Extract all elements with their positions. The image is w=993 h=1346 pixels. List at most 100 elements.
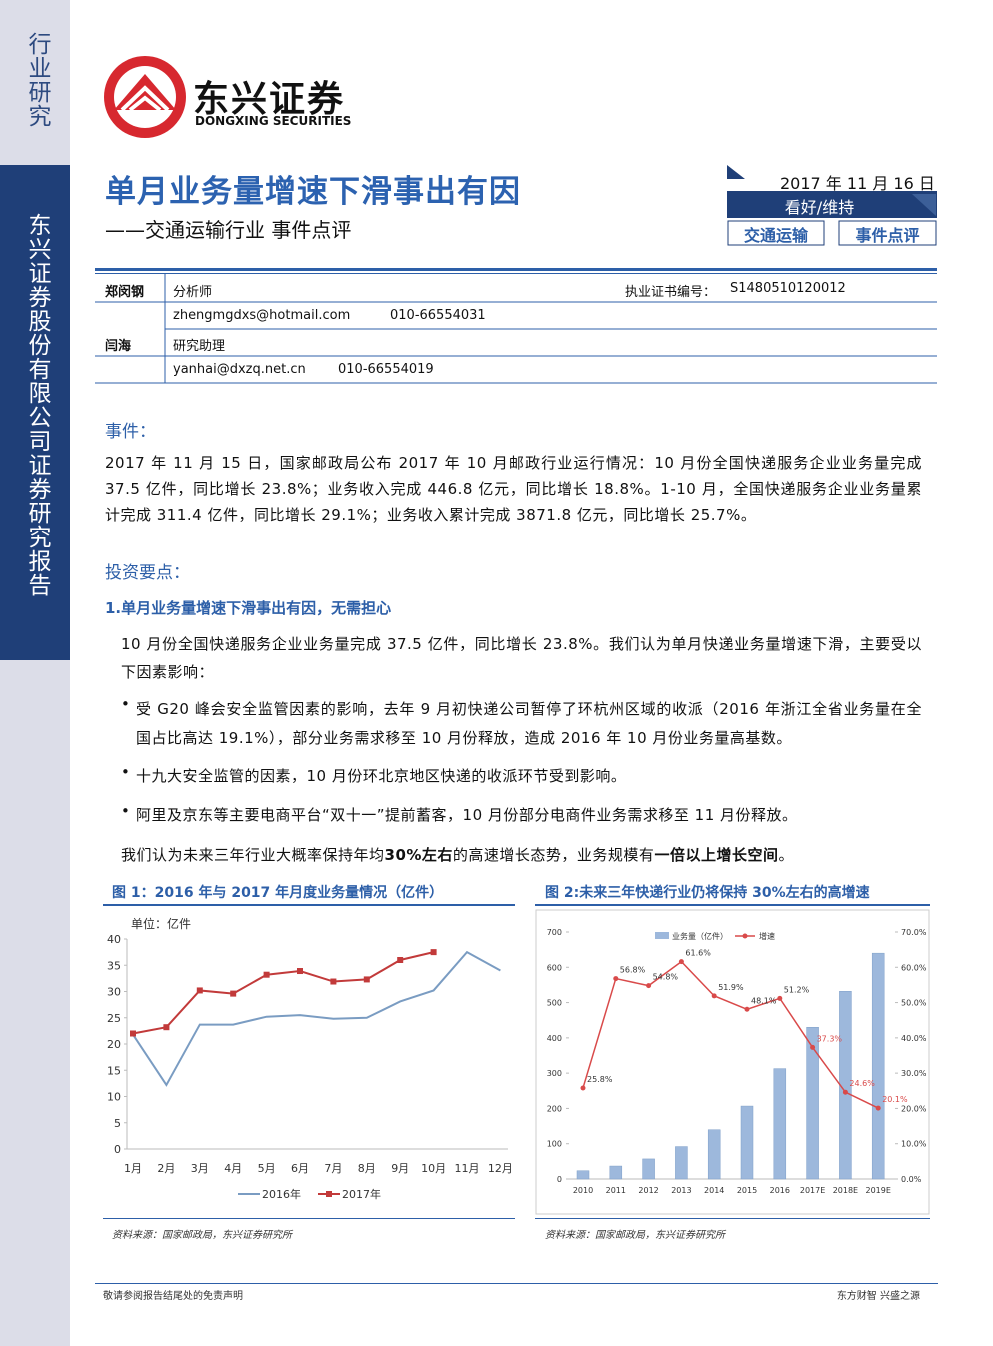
- point-marker: [330, 978, 337, 985]
- info-box: [727, 165, 937, 246]
- value-label: 20.1%: [882, 1095, 908, 1104]
- x-tick-label: 11月: [455, 1162, 480, 1175]
- x-tick-label: 2013: [671, 1186, 691, 1195]
- x-tick-label: 2019E: [865, 1186, 890, 1195]
- y-axis-label: 单位：亿件: [131, 916, 191, 931]
- value-label: 61.6%: [685, 949, 711, 958]
- x-tick-label: 2012: [638, 1186, 658, 1195]
- report-subtitle: ——交通运输行业 事件点评: [105, 218, 352, 242]
- y-tick-label: 100: [547, 1140, 562, 1149]
- x-tick-label: 5月: [258, 1162, 276, 1175]
- bar: [609, 1165, 623, 1180]
- value-label: 54.8%: [653, 973, 679, 982]
- x-tick-label: 1月: [124, 1162, 142, 1175]
- x-tick-label: 6月: [291, 1162, 309, 1175]
- sidebar-lower: [0, 660, 70, 1346]
- sidebar-middle: 东兴证券股份有限公司证券研究报告: [0, 165, 70, 660]
- y-tick-label: 400: [547, 1034, 562, 1043]
- footer-right: 东方财智 兴盛之源: [836, 1291, 920, 1302]
- analyst-email: yanhai@dxzq.net.cn: [173, 362, 306, 377]
- y-tick-label: 20: [107, 1038, 121, 1051]
- y-tick-label: 5: [114, 1117, 121, 1130]
- y2-tick-label: 40.0%: [901, 1034, 927, 1043]
- x-tick-label: 2月: [157, 1162, 175, 1175]
- y-tick-label: 35: [107, 959, 121, 972]
- section-heading: 投资要点：: [105, 563, 190, 583]
- x-tick-label: 2011: [606, 1186, 626, 1195]
- bar: [773, 1068, 787, 1180]
- x-tick-label: 2017E: [800, 1186, 825, 1195]
- y-tick-label: 10: [107, 1091, 121, 1104]
- bar: [642, 1158, 655, 1180]
- y-tick-label: 600: [547, 963, 562, 972]
- bullet: •: [121, 763, 130, 781]
- analyst-name: 闫海: [105, 339, 132, 354]
- legend-label: 2016年: [262, 1187, 301, 1201]
- footer-rule: [95, 1283, 938, 1284]
- emphasis: 一倍以上增长空间: [654, 846, 779, 864]
- y-tick-label: 500: [547, 999, 562, 1008]
- x-tick-label: 2015: [737, 1186, 757, 1195]
- y2-tick-label: 70.0%: [901, 928, 927, 937]
- value-label: 48.1%: [751, 996, 777, 1005]
- value-label: 37.3%: [817, 1034, 843, 1043]
- chart: 0 100 200 300 400 500 600 700 0.0% 10.0% 20.0% 30.0…: [535, 909, 930, 1215]
- point-title: 1.单月业务量增速下滑事出有因，无需担心: [105, 599, 392, 617]
- analyst-phone: 010-66554019: [338, 362, 434, 377]
- text: 我们认为未来三年行业大概率保持年均: [121, 846, 385, 864]
- legend-swatch: [655, 932, 669, 939]
- point-marker: [363, 976, 370, 983]
- point-marker: [580, 1085, 586, 1091]
- chart: 单位：亿件 0 5 10 15 20 25 30 35 40 1月 2月 3月 4月 5月 6月 7月 8月 9月 1…: [107, 916, 513, 1201]
- y2-tick-label: 20.0%: [901, 1104, 927, 1113]
- bullet-text: 十九大安全监管的因素，10 月份环北京地区快递的收派环节受到影响。: [136, 767, 627, 785]
- y-tick-label: 0: [557, 1175, 562, 1184]
- bar: [576, 1170, 590, 1180]
- caption-rule: [103, 904, 515, 906]
- text: 的高速增长态势，业务规模有: [452, 846, 655, 864]
- value-label: 56.8%: [620, 966, 646, 975]
- series-line: [132, 951, 434, 1035]
- point-marker: [230, 990, 237, 997]
- bullet-text: 受 G20 峰会安全监管因素的影响，去年 9 月初快递公司暂停了环杭州区域的收派…: [136, 700, 922, 747]
- y2-tick-label: 30.0%: [901, 1069, 927, 1078]
- bar: [707, 1129, 721, 1180]
- y-tick-label: 30: [107, 986, 121, 999]
- logo-name: 东兴证券: [193, 79, 346, 120]
- x-tick-label: 2016: [770, 1186, 790, 1195]
- value-label: 51.9%: [718, 983, 744, 992]
- bullet: •: [121, 695, 130, 713]
- source-rule: [103, 1218, 515, 1219]
- x-tick-label: 2010: [573, 1186, 593, 1195]
- report-title: 单月业务量增速下滑事出有因: [105, 174, 521, 210]
- footer-left: 敬请参阅报告结尾处的免责声明: [103, 1291, 243, 1302]
- analyst-phone: 010-66554031: [390, 308, 486, 323]
- figure-source: 资料来源：国家邮政局，东兴证券研究所: [112, 1230, 292, 1241]
- point-text: 10 月份全国快递服务企业业务量完成 37.5 亿件，同比增长 23.8%。我们…: [121, 635, 922, 681]
- x-tick-label: 4月: [224, 1162, 242, 1175]
- figure-caption: 图 1：2016 年与 2017 年月度业务量情况（亿件）: [112, 885, 444, 901]
- analyst-table: [95, 268, 937, 384]
- legend-marker: [742, 933, 748, 939]
- analyst-role: 分析师: [173, 285, 213, 300]
- sidebar-top-text: 行业研究: [24, 32, 50, 128]
- emphasis: 30%左右: [384, 846, 453, 864]
- sidebar-bottom-text: 东兴证券股份有限公司证券研究报告: [24, 213, 50, 597]
- y-tick-label: 300: [547, 1069, 562, 1078]
- section-heading: 事件：: [105, 422, 156, 442]
- chart-frame: [535, 909, 930, 1215]
- bar: [871, 952, 885, 1180]
- bar: [806, 1027, 819, 1180]
- point-marker: [646, 983, 652, 989]
- bar: [740, 1105, 754, 1180]
- series-line: [582, 960, 879, 1109]
- y-tick-label: 200: [547, 1104, 562, 1113]
- point-marker: [297, 968, 303, 975]
- value-label: 51.2%: [784, 985, 810, 994]
- y-tick-label: 700: [547, 928, 562, 937]
- rating: 看好/维持: [784, 198, 855, 217]
- caption-rule: [535, 904, 930, 906]
- point-marker: [744, 1006, 750, 1012]
- x-tick-label: 8月: [358, 1162, 376, 1175]
- point-marker: [810, 1044, 816, 1050]
